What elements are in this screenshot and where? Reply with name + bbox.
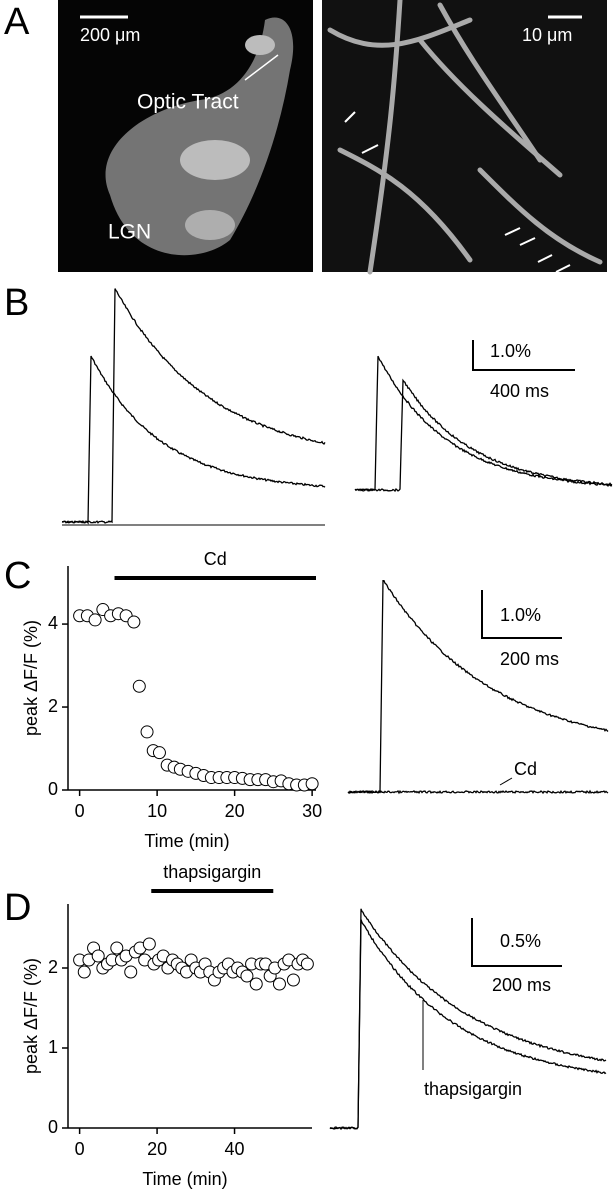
scale-label: 200 ms — [500, 649, 559, 669]
point — [142, 937, 156, 951]
label: Optic Tract — [137, 91, 239, 114]
trace-label: Cd — [514, 759, 537, 779]
point — [300, 957, 314, 971]
y-tick-label: 1 — [48, 1037, 58, 1057]
leader-line — [244, 54, 279, 81]
label: LGN — [108, 221, 151, 244]
scale-label: 400 ms — [490, 381, 549, 401]
point — [88, 613, 102, 627]
scale-bar — [471, 918, 562, 967]
point — [124, 965, 138, 979]
arrows — [344, 111, 571, 273]
x-tick-label: 20 — [225, 801, 245, 821]
x-tick-label: 0 — [75, 801, 85, 821]
panel-label: A — [4, 1, 30, 43]
y-tick-label: 0 — [48, 779, 58, 799]
trace — [61, 355, 326, 525]
dendrites — [327, 0, 603, 275]
x-tick-label: 0 — [75, 1139, 85, 1159]
x-tick-label: 10 — [147, 801, 167, 821]
scale-label: 10 μm — [522, 25, 572, 45]
trace — [329, 919, 607, 1130]
trace — [329, 908, 607, 1131]
point — [127, 615, 141, 629]
y-tick-label: 4 — [48, 613, 58, 633]
point — [305, 777, 319, 791]
x-tick-label: 40 — [225, 1139, 245, 1159]
leader-line — [499, 777, 513, 786]
y-tick-label: 2 — [48, 696, 58, 716]
scale-label: 0.5% — [500, 931, 541, 951]
annotation-label: thapsigargin — [163, 862, 261, 882]
trace — [347, 580, 609, 794]
scale-bar — [472, 340, 575, 371]
panel-label: B — [4, 282, 29, 324]
lgn-shapes — [105, 17, 294, 256]
trace — [355, 355, 613, 492]
point — [110, 941, 124, 955]
point — [240, 969, 254, 983]
x-axis-label: Time (min) — [142, 1169, 227, 1189]
panel-label: C — [4, 555, 31, 597]
point — [140, 725, 154, 739]
point — [286, 973, 300, 987]
scale-label: 200 ms — [492, 975, 551, 995]
scale-label: 200 μm — [80, 25, 140, 45]
trace — [354, 378, 613, 493]
point — [132, 679, 146, 693]
trace — [61, 288, 326, 524]
y-axis-label: peak ΔF/F (%) — [21, 958, 41, 1074]
x-tick-label: 30 — [302, 801, 322, 821]
x-axis-label: Time (min) — [144, 831, 229, 851]
scale-bar — [481, 590, 562, 639]
y-axis-label: peak ΔF/F (%) — [21, 620, 41, 736]
scale-label: 1.0% — [490, 341, 531, 361]
point — [77, 965, 91, 979]
trace-label: thapsigargin — [424, 1079, 522, 1099]
panel-label: D — [4, 887, 31, 929]
annotation-label: Cd — [204, 549, 227, 569]
point — [91, 949, 105, 963]
scale-label: 1.0% — [500, 605, 541, 625]
point — [249, 977, 263, 991]
trace — [347, 789, 609, 795]
y-tick-label: 0 — [48, 1117, 58, 1137]
x-tick-label: 20 — [147, 1139, 167, 1159]
point — [152, 746, 166, 760]
y-tick-label: 2 — [48, 957, 58, 977]
point — [272, 977, 286, 991]
